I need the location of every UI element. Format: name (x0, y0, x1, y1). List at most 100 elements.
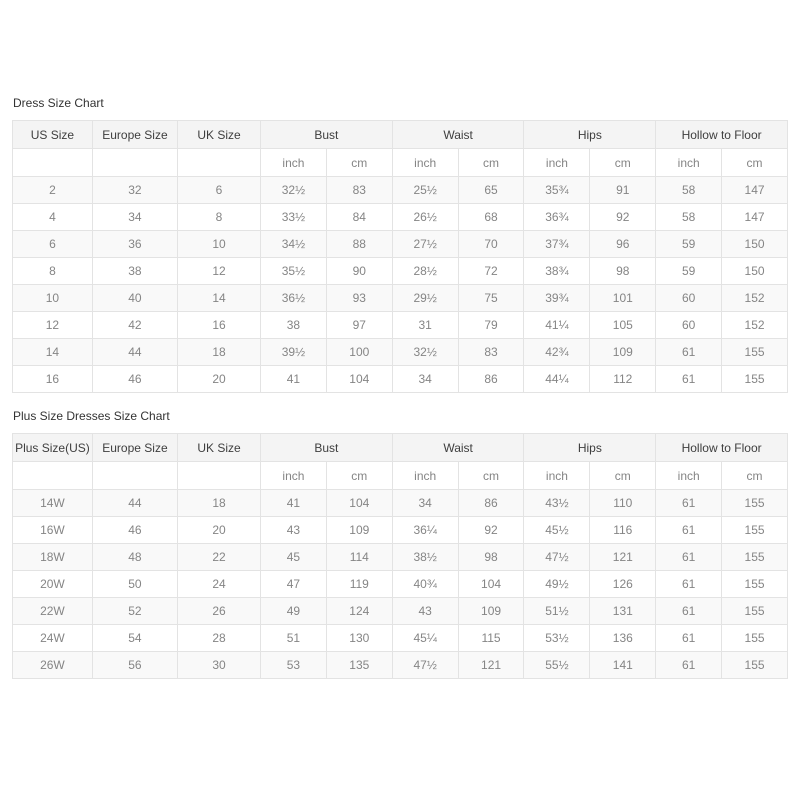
column-header-group: Bust (259, 433, 393, 462)
column-header: US Size (12, 120, 93, 149)
table-cell: 61 (655, 338, 723, 366)
table-cell: 32½ (259, 176, 327, 204)
table-cell: 105 (589, 311, 657, 339)
table-cell: 28 (177, 624, 261, 652)
table-cell: 79 (457, 311, 525, 339)
column-header: UK Size (177, 433, 261, 462)
table-cell: 28½ (391, 257, 459, 285)
table-cell: 32½ (391, 338, 459, 366)
table-cell: 56 (91, 651, 179, 679)
table-cell: 24 (177, 570, 261, 598)
table-cell: 119 (325, 570, 393, 598)
unit-header: cm (325, 148, 393, 177)
table-cell: 147 (721, 176, 788, 204)
table-cell: 26W (12, 651, 93, 679)
table-cell: 86 (457, 489, 525, 517)
table-cell: 12 (12, 311, 93, 339)
table-cell: 38½ (391, 543, 459, 571)
table-cell: 22 (177, 543, 261, 571)
table-cell: 20 (177, 516, 261, 544)
table-cell: 43 (391, 597, 459, 625)
table-cell: 92 (457, 516, 525, 544)
table-cell: 40 (91, 284, 179, 312)
table-cell: 155 (721, 597, 788, 625)
column-header-group: Hips (523, 433, 657, 462)
table-cell: 38¾ (523, 257, 591, 285)
table-cell: 97 (325, 311, 393, 339)
table-cell: 115 (457, 624, 525, 652)
unit-header: cm (325, 461, 393, 490)
column-header-group: Hips (523, 120, 657, 149)
table-cell: 121 (589, 543, 657, 571)
empty-header-cell (177, 461, 261, 490)
table-cell: 116 (589, 516, 657, 544)
table-cell: 27½ (391, 230, 459, 258)
table-cell: 49 (259, 597, 327, 625)
table-cell: 61 (655, 543, 723, 571)
table-cell: 155 (721, 651, 788, 679)
table-cell: 53 (259, 651, 327, 679)
table-cell: 40¾ (391, 570, 459, 598)
table-cell: 110 (589, 489, 657, 517)
unit-header: cm (589, 148, 657, 177)
table-cell: 12 (177, 257, 261, 285)
table-cell: 86 (457, 365, 525, 393)
table-cell: 46 (91, 516, 179, 544)
table-row: 26W 56 30 53 135 47½ 121 55½ 141 61 155 (12, 651, 788, 679)
header-row: Plus Size(US) Europe Size UK Size Bust Waist… (12, 433, 788, 462)
table-cell: 26½ (391, 203, 459, 231)
column-header: Europe Size (91, 433, 179, 462)
table-row: 16W 46 20 43 109 36¼ 92 45½ 116 61 155 (12, 516, 788, 544)
table-cell: 109 (457, 597, 525, 625)
table-cell: 39½ (259, 338, 327, 366)
dress-size-table: US Size Europe Size UK Size Bust Waist Hips Ho… (12, 120, 788, 393)
table-cell: 84 (325, 203, 393, 231)
table-cell: 14 (177, 284, 261, 312)
table-cell: 101 (589, 284, 657, 312)
table-cell: 29½ (391, 284, 459, 312)
table-cell: 34 (391, 489, 459, 517)
table-cell: 152 (721, 311, 788, 339)
table-cell: 38 (91, 257, 179, 285)
table-cell: 147 (721, 203, 788, 231)
table-cell: 47½ (523, 543, 591, 571)
table-cell: 92 (589, 203, 657, 231)
unit-header: cm (457, 148, 525, 177)
table-cell: 98 (589, 257, 657, 285)
column-header-group: Bust (259, 120, 393, 149)
plus-size-chart-section: Plus Size Dresses Size Chart Plus Size(U… (12, 409, 788, 679)
empty-header-cell (91, 148, 179, 177)
table-cell: 43 (259, 516, 327, 544)
unit-header: inch (259, 461, 327, 490)
table-cell: 155 (721, 624, 788, 652)
table-cell: 18 (177, 489, 261, 517)
unit-header: inch (391, 461, 459, 490)
table-cell: 59 (655, 257, 723, 285)
table-cell: 83 (457, 338, 525, 366)
table-cell: 36½ (259, 284, 327, 312)
table-cell: 36¼ (391, 516, 459, 544)
table-cell: 34½ (259, 230, 327, 258)
table-cell: 109 (325, 516, 393, 544)
table-cell: 136 (589, 624, 657, 652)
table-cell: 70 (457, 230, 525, 258)
unit-header-row: inch cm inch cm inch cm inch cm (12, 461, 788, 490)
table-cell: 104 (325, 489, 393, 517)
table-cell: 52 (91, 597, 179, 625)
unit-header: inch (523, 148, 591, 177)
table-cell: 45¼ (391, 624, 459, 652)
plus-size-table: Plus Size(US) Europe Size UK Size Bust Waist… (12, 433, 788, 679)
table-cell: 131 (589, 597, 657, 625)
table-cell: 49½ (523, 570, 591, 598)
table-cell: 6 (12, 230, 93, 258)
table-cell: 14W (12, 489, 93, 517)
table-cell: 124 (325, 597, 393, 625)
table-cell: 61 (655, 624, 723, 652)
table-row: 18W 48 22 45 114 38½ 98 47½ 121 61 155 (12, 543, 788, 571)
table-cell: 47 (259, 570, 327, 598)
table-cell: 44¼ (523, 365, 591, 393)
table-cell: 61 (655, 516, 723, 544)
empty-header-cell (91, 461, 179, 490)
unit-header: cm (589, 461, 657, 490)
table-cell: 61 (655, 651, 723, 679)
